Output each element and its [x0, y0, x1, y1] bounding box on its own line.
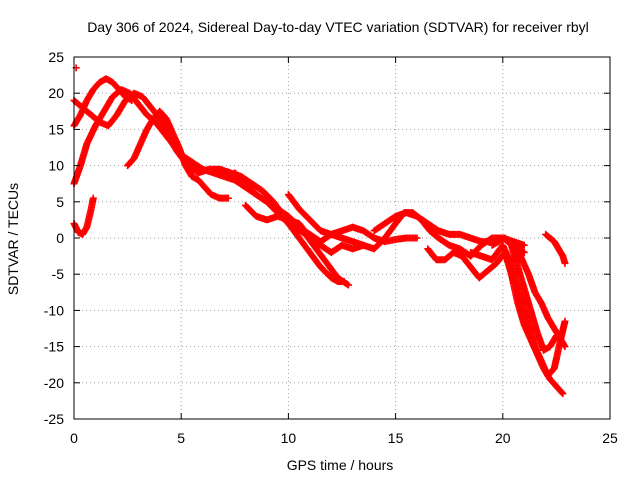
data-point	[558, 389, 566, 397]
chart-title: Day 306 of 2024, Sidereal Day-to-day VTE…	[87, 19, 589, 35]
data-point	[520, 241, 528, 249]
x-tick-label: 0	[70, 430, 78, 446]
data-point	[344, 281, 352, 289]
data-point	[561, 317, 569, 325]
data-point	[561, 259, 569, 267]
series-track-5	[124, 107, 232, 202]
x-tick-label: 25	[602, 430, 618, 446]
x-tick-label: 5	[177, 430, 185, 446]
marker-layer	[70, 64, 569, 398]
data-point	[559, 390, 567, 398]
y-tick-label: -5	[52, 266, 65, 282]
series-track-6	[231, 169, 421, 246]
data-point	[89, 194, 97, 202]
y-tick-label: -25	[44, 411, 64, 427]
series-track-1	[70, 86, 348, 285]
y-axis-label: SDTVAR / TECUs	[5, 183, 21, 295]
series-track-11	[467, 241, 569, 380]
series-track-3	[70, 89, 352, 289]
series-track-7	[242, 201, 367, 256]
tick-layer: 0 5 10 15 20 25 -25 -20 -15 -10 -5 0 5 10 15 20 25	[44, 49, 618, 446]
series-track-12	[488, 234, 560, 354]
y-tick-label: 5	[56, 194, 64, 210]
y-tick-label: -20	[44, 375, 64, 391]
y-tick-label: -10	[44, 302, 64, 318]
y-tick-label: -15	[44, 339, 64, 355]
data-point	[343, 280, 351, 288]
x-axis-label: GPS time / hours	[287, 457, 394, 473]
data-point	[413, 234, 421, 242]
data-point	[561, 343, 569, 351]
y-tick-label: 20	[48, 85, 64, 101]
series-track-13	[499, 234, 569, 351]
x-tick-label: 10	[281, 430, 297, 446]
y-tick-label: 25	[48, 49, 64, 65]
y-tick-label: 10	[48, 158, 64, 174]
y-tick-label: 15	[48, 121, 64, 137]
y-tick-label: 0	[56, 230, 64, 246]
series-track-14	[542, 230, 569, 267]
data-point	[224, 194, 232, 202]
x-tick-label: 15	[388, 430, 404, 446]
x-tick-label: 20	[495, 430, 511, 446]
